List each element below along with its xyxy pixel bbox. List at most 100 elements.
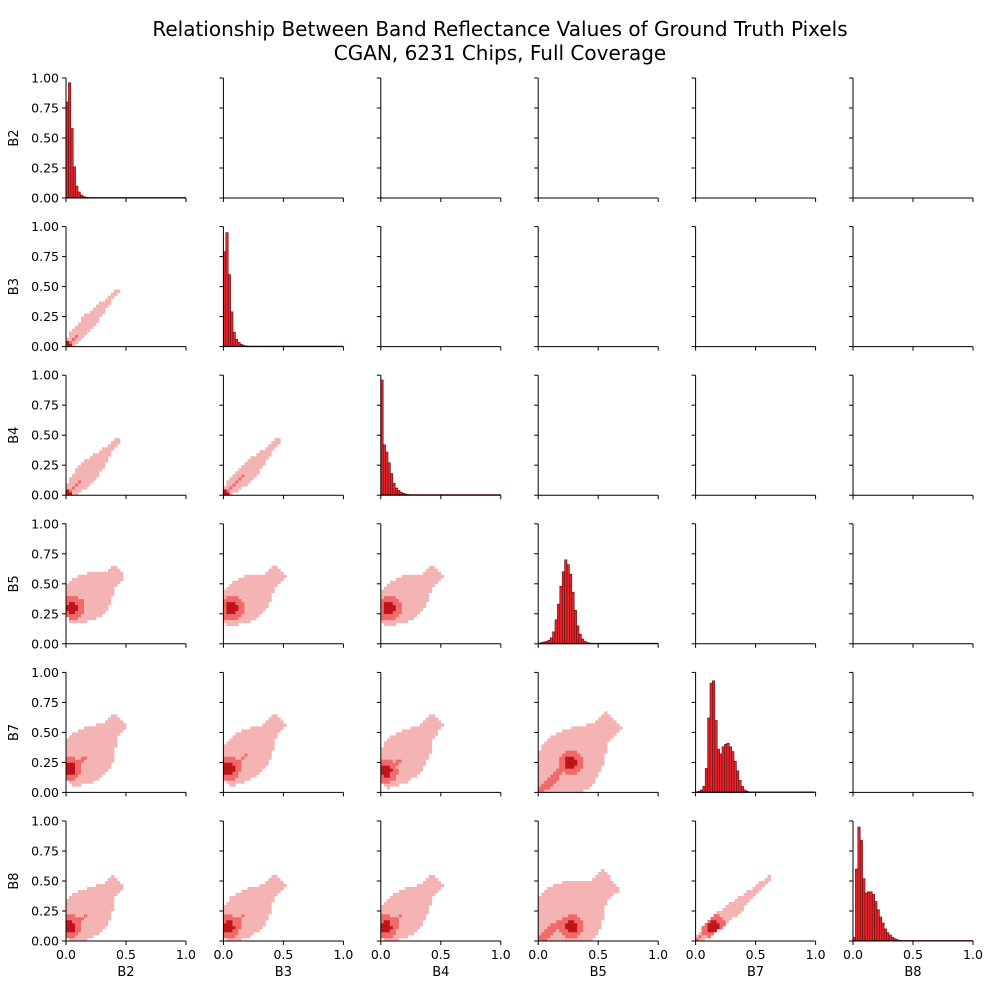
y-tick-label: 0.00 [31,488,59,503]
heat-cell [229,771,233,775]
heat-cell [610,723,614,727]
heat-cell [571,729,575,733]
heat-cell [66,911,70,915]
heat-cell [111,565,115,570]
heat-cell [386,899,391,903]
heat-cell [407,774,412,778]
heat-cell [413,762,418,766]
heat-cell [401,583,406,588]
heat-cell [72,483,76,487]
heat-cell [238,735,242,739]
heat-cell [253,902,257,906]
heat-cell [78,477,82,481]
heat-cell [96,595,100,600]
heat-cell [84,923,88,927]
heat-cell [262,595,266,600]
heat-cell [247,586,251,591]
heat-cell [111,441,115,445]
heat-cell [547,780,551,784]
heat-cell [577,750,581,754]
heat-cell [256,735,260,739]
heat-cell [544,920,548,924]
heat-cell [701,926,705,930]
heat-cell [274,714,278,718]
heat-cell [111,723,115,727]
heat-cell [247,613,251,618]
heat-cell [389,935,394,939]
heat-cell [386,786,391,790]
heat-cell [102,923,106,927]
heat-cell [598,881,602,885]
heat-cell [241,468,245,472]
heat-cell [90,747,94,751]
heat-cell [265,456,269,460]
heat-cell [84,313,88,317]
heat-cell [66,337,70,341]
heat-cell [389,604,394,609]
heat-cell [413,890,418,894]
heat-cell [244,732,248,736]
heat-cell [407,771,412,775]
heat-cell [75,938,79,942]
heat-cell [553,908,557,912]
heat-cell [541,756,545,760]
heat-cell [108,583,112,588]
heat-cell [758,887,762,891]
heat-cell [389,619,394,624]
heat-cell [586,783,590,787]
heat-cell [253,765,257,769]
heat-cell [538,753,542,757]
heat-cell [740,908,744,912]
heat-cell [99,313,103,317]
heat-cell [565,914,569,918]
heat-cell [550,905,554,909]
heat-cell [226,929,230,933]
heat-cell [565,887,569,891]
heat-cell [580,932,584,936]
panel-B2-vs-B4 [376,77,502,202]
heat-cell [235,580,239,585]
heat-cell [392,756,397,760]
heat-cell [407,893,412,897]
heat-cell [84,896,88,900]
heat-cell [416,896,421,900]
heat-cell [428,589,433,594]
heat-cell [262,453,266,457]
heat-cell [553,762,557,766]
heat-cell [232,489,236,493]
heat-cell [595,896,599,900]
heat-cell [96,474,100,478]
heat-cell [283,884,287,888]
heat-cell [268,881,272,885]
heat-cell [69,586,73,591]
heat-cell [111,887,115,891]
heat-cell [716,917,720,921]
heat-cell [565,747,569,751]
heat-cell [544,780,548,784]
heat-cell [610,726,614,730]
heat-cell [232,902,236,906]
heat-cell [425,902,430,906]
heat-cell [93,914,97,918]
heat-cell [93,477,97,481]
heat-cell [601,887,605,891]
heat-cell [223,905,227,909]
heat-cell [247,583,251,588]
heat-cell [256,762,260,766]
heat-cell [389,938,394,942]
heat-cell [380,923,385,927]
heat-cell [401,917,406,921]
heat-cell [241,607,245,612]
heat-cell [268,595,272,600]
heat-cell [589,929,593,933]
heat-cell [90,774,94,778]
heat-cell [580,786,584,790]
heat-cell [404,613,409,618]
heat-cell [256,911,260,915]
heat-cell [81,932,85,936]
heat-cell [386,926,391,930]
heat-cell [265,595,269,600]
heat-cell [235,598,239,603]
heat-cell [256,456,260,460]
heat-cell [244,735,248,739]
